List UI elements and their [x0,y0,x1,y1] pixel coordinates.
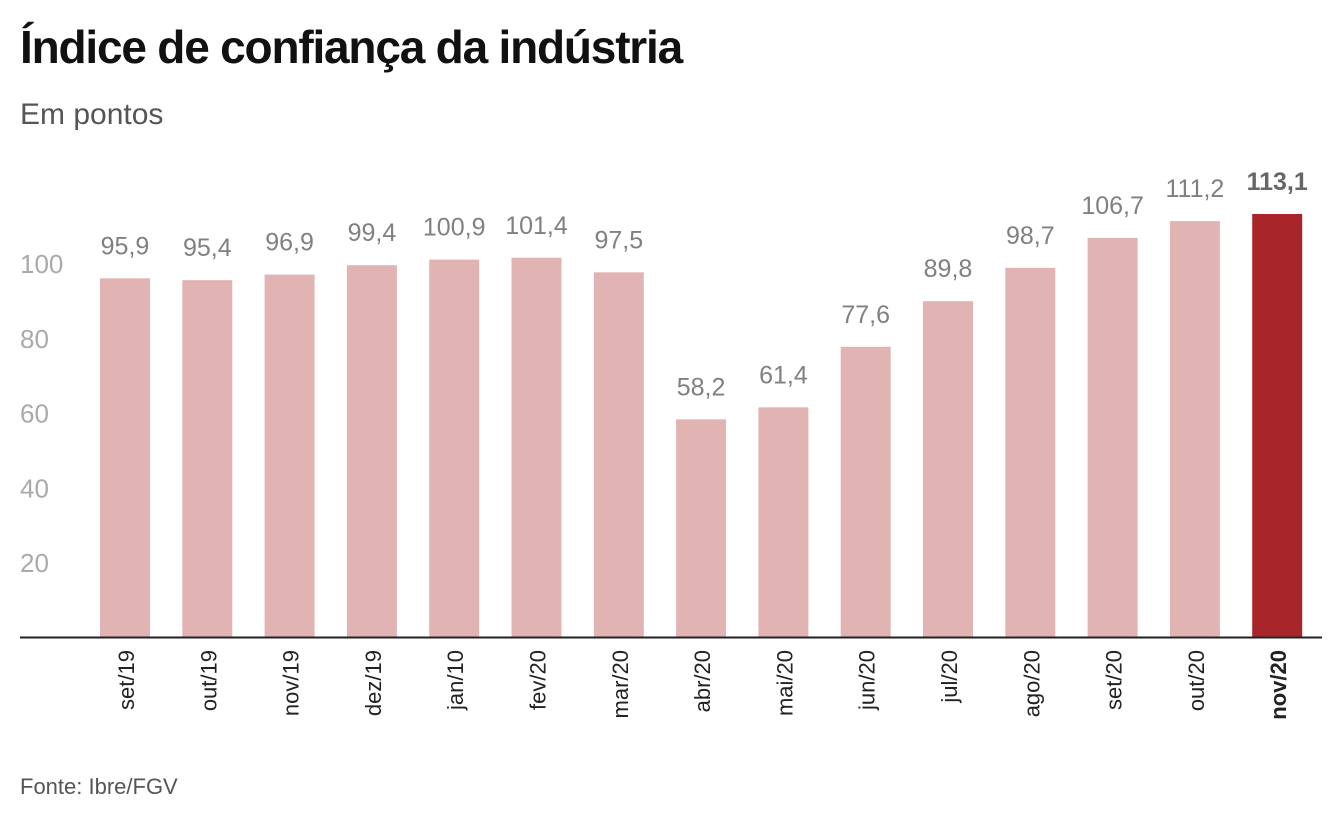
bar [758,407,809,637]
bar [676,419,727,637]
bar [346,265,397,637]
chart-subtitle: Em pontos [20,98,164,131]
data-label: 96,9 [265,229,314,257]
x-tick-label: jun/20 [855,650,880,711]
bar [923,301,973,637]
bar [182,280,233,637]
x-tick-label: set/20 [1102,650,1127,710]
bar [429,259,480,637]
x-tick-label: out/20 [1184,650,1209,711]
data-label: 89,8 [924,255,973,283]
y-tick-label: 60 [20,399,49,429]
data-label: 111,2 [1165,175,1224,203]
data-label: 58,2 [677,373,726,401]
bar [100,278,150,637]
data-label: 106,7 [1081,192,1144,220]
bar [593,272,644,637]
y-tick-label: 100 [20,249,63,279]
bar-chart: 20 40 60 80 100 95,9 set/19 95,4 out/19 96,9 nov/1… [20,168,1322,720]
x-tick-label: fev/20 [526,650,551,710]
x-tick-label: set/19 [114,650,139,710]
data-label: 95,9 [101,232,150,260]
x-tick-label: nov/20 [1266,650,1291,720]
data-label: 99,4 [348,219,397,247]
data-label: 95,4 [183,234,232,262]
x-tick-label: mai/20 [772,650,797,716]
data-label: 61,4 [759,361,808,389]
data-label: 100,9 [423,214,486,242]
chart-title: Índice de confiança da indústria [20,21,683,73]
y-tick-label: 40 [20,473,49,503]
y-tick-label: 20 [20,548,49,578]
bar [511,257,562,637]
bar [264,274,315,637]
data-label: 77,6 [841,301,890,329]
data-label: 101,4 [505,212,568,240]
data-label: 98,7 [1006,222,1055,250]
x-tick-label: abr/20 [690,650,715,712]
x-tick-label: jul/20 [937,650,962,704]
data-label: 97,5 [594,226,643,254]
data-label: 113,1 [1247,168,1308,196]
x-tick-label: out/19 [196,650,221,711]
bar [1087,237,1138,637]
bar [1252,214,1303,637]
source-note: Fonte: Ibre/FGV [20,774,178,799]
x-tick-label: ago/20 [1019,650,1044,717]
x-tick-label: nov/19 [279,650,304,716]
x-tick-label: dez/19 [361,650,386,716]
x-tick-label: mar/20 [608,650,633,718]
bar [1169,221,1220,638]
bar [1005,267,1056,637]
bar [840,346,891,637]
x-tick-label: jan/10 [443,650,468,711]
y-tick-label: 80 [20,324,49,354]
